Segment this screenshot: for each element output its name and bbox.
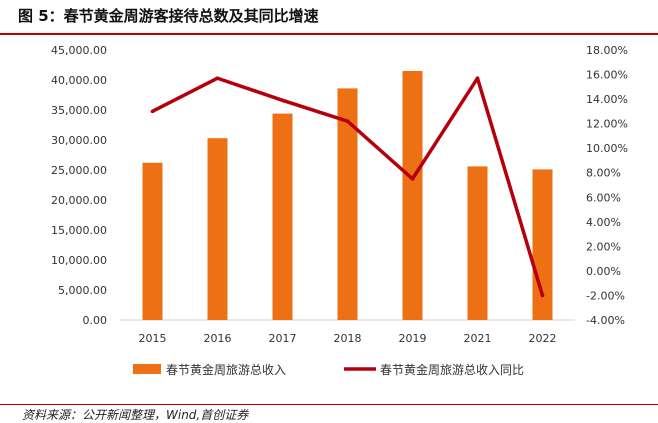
bar: [272, 113, 293, 320]
x-axis-tick-label: 2015: [139, 332, 167, 345]
right-axis-tick-label: 12.00%: [586, 118, 628, 131]
x-axis-tick-label: 2021: [464, 332, 492, 345]
right-axis-tick-label: 2.00%: [586, 240, 621, 253]
right-axis-tick-label: 8.00%: [586, 167, 621, 180]
line-point: [345, 119, 350, 123]
left-axis-tick-label: 20,000.00: [51, 194, 107, 207]
legend-bar-swatch: [133, 364, 161, 374]
line-series: [150, 76, 545, 298]
bar: [142, 162, 163, 320]
right-axis-tick-label: 14.00%: [586, 93, 628, 106]
left-axis-tick-label: 5,000.00: [58, 284, 107, 297]
right-axis-tick-label: 10.00%: [586, 142, 628, 155]
left-axis-tick-label: 45,000.00: [51, 44, 107, 57]
x-axis-ticks: 2015 2016 2017 2018 2019 2021 2022: [139, 332, 557, 345]
x-axis-tick-label: 2016: [204, 332, 232, 345]
x-axis-tick-label: 2017: [269, 332, 297, 345]
bar: [467, 166, 488, 320]
legend-line-label: 春节黄金周旅游总收入同比: [380, 362, 524, 377]
x-axis-tick-label: 2018: [334, 332, 362, 345]
left-axis-tick-label: 15,000.00: [51, 224, 107, 237]
right-axis-tick-label: -2.00%: [586, 289, 625, 302]
right-axis-tick-label: 0.00%: [586, 265, 621, 278]
line-point: [540, 293, 545, 298]
left-axis-tick-label: 0.00: [83, 314, 108, 327]
right-axis-tick-label: 6.00%: [586, 191, 621, 204]
right-axis-tick-label: 16.00%: [586, 69, 628, 82]
right-axis-tick-label: 18.00%: [586, 44, 628, 57]
source-note: 资料来源：公开新闻整理，Wind,首创证券: [22, 408, 249, 422]
bar: [532, 169, 553, 320]
source-divider: [0, 404, 658, 405]
bar: [402, 71, 423, 320]
legend-bar-label: 春节黄金周旅游总收入: [166, 362, 286, 377]
chart: 0.00 5,000.00 10,000.00 15,000.00 20,000.00 2…: [51, 44, 628, 377]
line-point: [410, 177, 415, 181]
left-axis-tick-label: 35,000.00: [51, 104, 107, 117]
line-point: [475, 76, 480, 81]
right-axis-tick-label: 4.00%: [586, 216, 621, 229]
right-axis-tick-label: -4.00%: [586, 314, 625, 327]
left-axis-ticks: 0.00 5,000.00 10,000.00 15,000.00 20,000.00 2…: [51, 44, 107, 327]
x-axis-tick-label: 2022: [529, 332, 557, 345]
line-point: [215, 76, 220, 81]
left-axis-tick-label: 25,000.00: [51, 164, 107, 177]
line-point: [280, 98, 285, 103]
bar-series: [142, 71, 553, 321]
left-axis-tick-label: 30,000.00: [51, 134, 107, 147]
left-axis-tick-label: 40,000.00: [51, 74, 107, 87]
legend: 春节黄金周旅游总收入 春节黄金周旅游总收入同比: [133, 362, 524, 377]
right-axis-ticks: -4.00% -2.00% 0.00% 2.00% 4.00% 6.00% 8.00% 10.…: [586, 44, 628, 327]
bar: [207, 138, 228, 320]
figure-title: 图 5：春节黄金周游客接待总数及其同比增速: [18, 7, 319, 25]
bar: [337, 88, 358, 321]
x-axis-tick-label: 2019: [399, 332, 427, 345]
title-divider: [0, 33, 658, 35]
left-axis-tick-label: 10,000.00: [51, 254, 107, 267]
line-point: [150, 109, 155, 114]
